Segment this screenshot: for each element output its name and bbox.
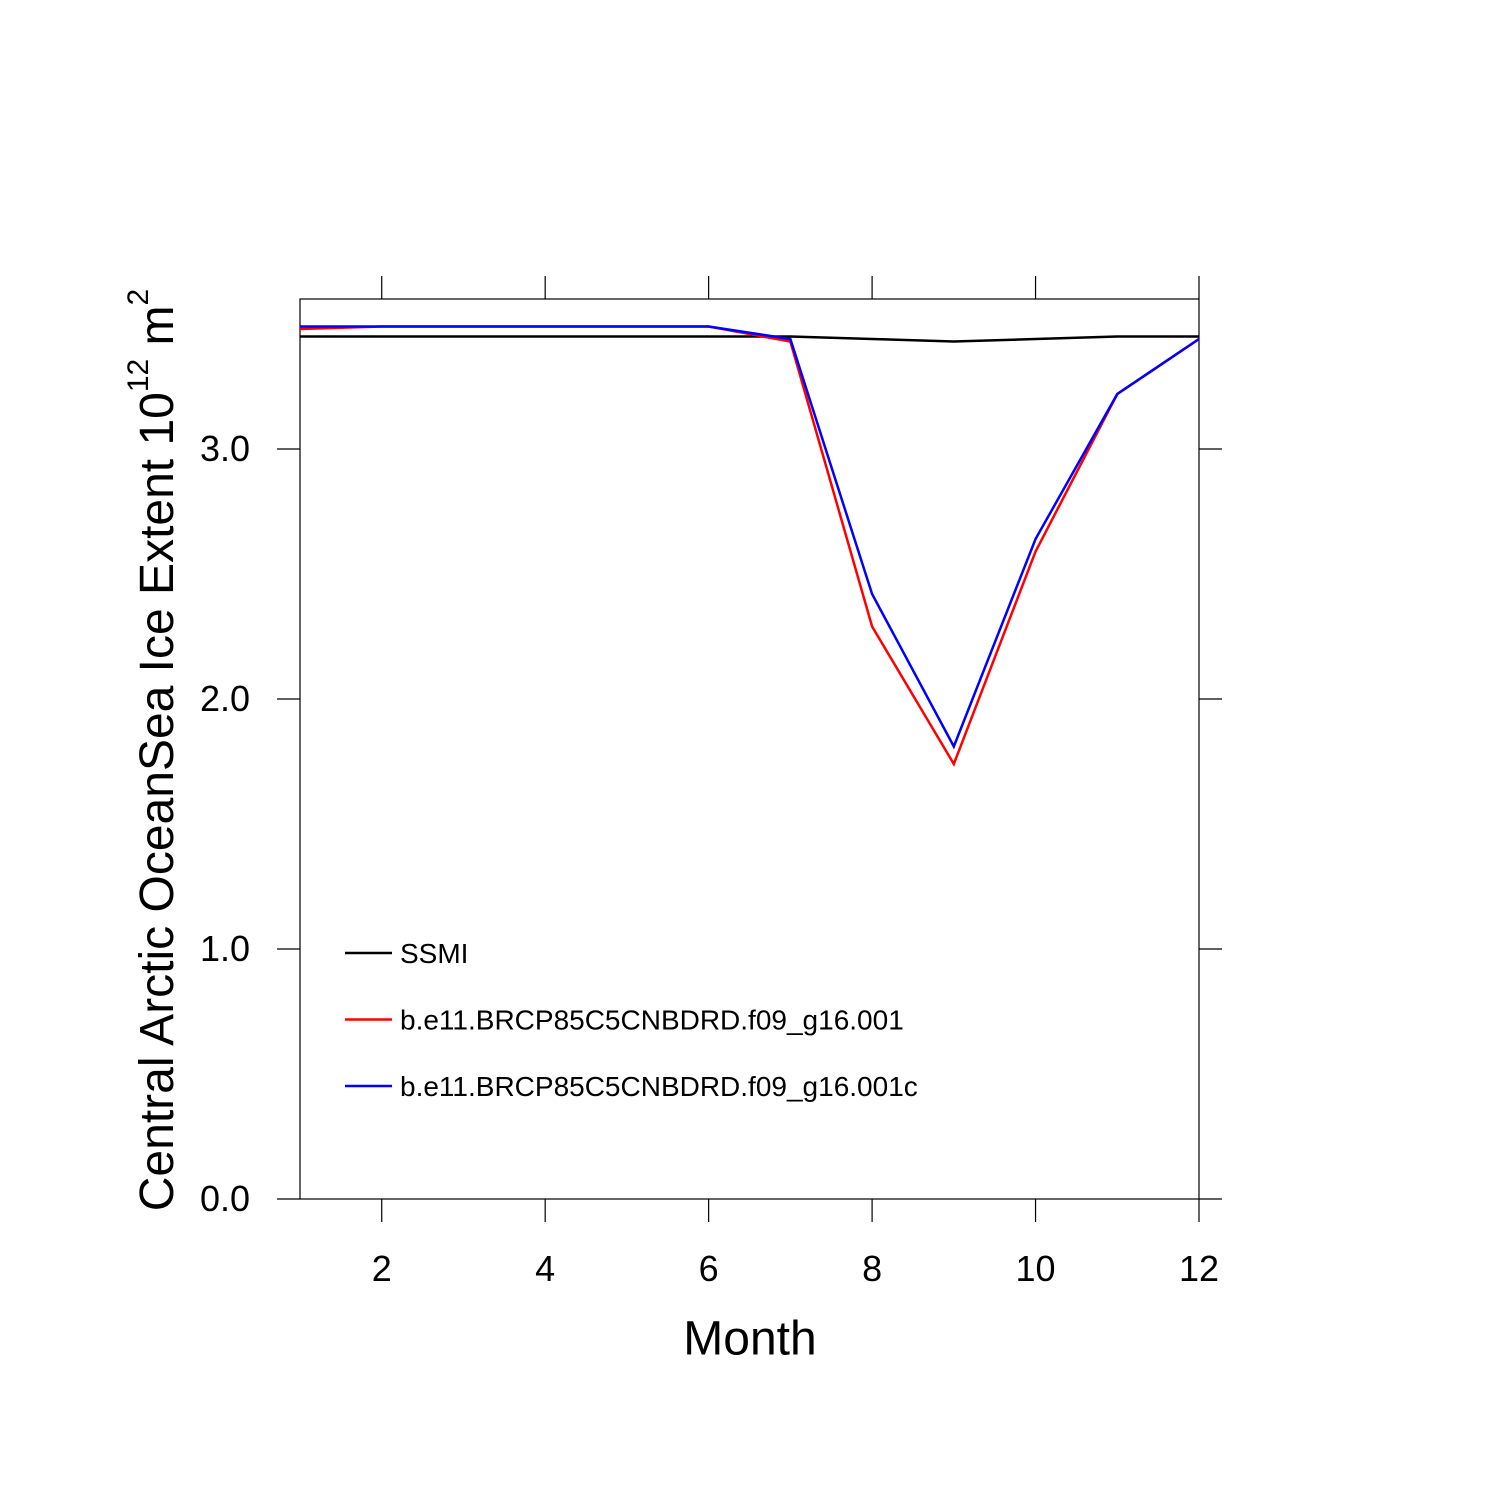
y-axis-title-part: 2 <box>122 289 155 306</box>
x-tick-label: 6 <box>699 1248 719 1289</box>
plot-frame <box>299 298 1200 1200</box>
legend-label: b.e11.BRCP85C5CNBDRD.f09_g16.001c <box>400 1071 918 1102</box>
y-axis-title: Central Arctic OceanSea Ice Extent 1012 … <box>122 289 184 1211</box>
y-axis-title-part: Central Arctic OceanSea Ice Extent 10 <box>131 392 184 1211</box>
x-tick-label: 2 <box>372 1248 392 1289</box>
series-line <box>300 325 1200 750</box>
x-tick-label: 12 <box>1179 1248 1219 1289</box>
series-line <box>300 335 1199 343</box>
series-line <box>299 325 1200 767</box>
y-axis-title-part: m <box>131 305 184 358</box>
legend-label: SSMI <box>400 938 468 969</box>
y-tick-label: 1.0 <box>200 928 250 969</box>
y-tick-label: 2.0 <box>200 678 250 719</box>
legend-label: b.e11.BRCP85C5CNBDRD.f09_g16.001 <box>400 1005 904 1036</box>
x-tick-label: 10 <box>1016 1248 1056 1289</box>
y-axis-title-part: 12 <box>122 359 155 392</box>
x-axis-title: Month <box>683 1313 816 1366</box>
x-tick-label: 8 <box>862 1248 882 1289</box>
x-tick-label: 4 <box>535 1248 555 1289</box>
y-tick-label: 0.0 <box>200 1178 250 1219</box>
y-tick-label: 3.0 <box>200 428 250 469</box>
